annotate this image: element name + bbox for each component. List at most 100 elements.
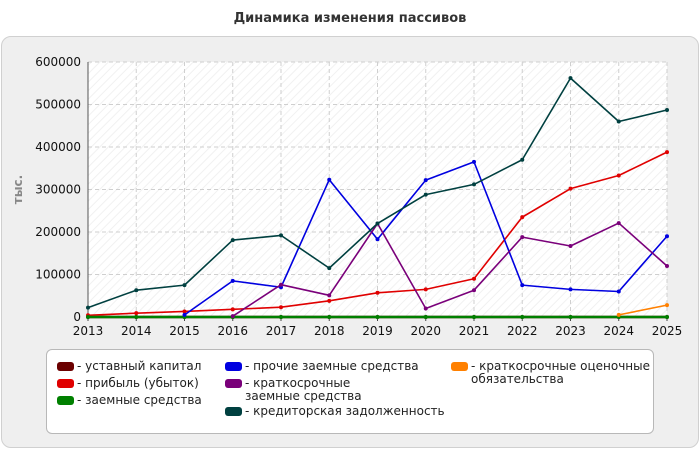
- data-point: [134, 311, 139, 316]
- data-point: [472, 159, 476, 164]
- data-point: [616, 173, 621, 178]
- x-tick-label: 2020: [410, 324, 441, 338]
- data-point: [520, 315, 525, 319]
- legend-label: - прибыль (убыток): [77, 376, 199, 390]
- data-point: [568, 315, 573, 319]
- data-point: [472, 182, 476, 187]
- legend-item-prochie-zaemnye: - прочие заемные средства: [225, 360, 425, 373]
- x-tick-label: 2021: [459, 324, 490, 338]
- legend-item-pribyl: - прибыль (убыток): [57, 377, 217, 390]
- series-line: [618, 304, 668, 316]
- x-tick-label: 2019: [362, 324, 393, 338]
- series-line: [232, 222, 668, 317]
- data-point: [423, 315, 428, 319]
- data-point: [375, 315, 380, 319]
- data-point: [616, 119, 621, 124]
- legend-swatch: [225, 379, 242, 388]
- data-point: [230, 278, 235, 283]
- data-point: [86, 305, 90, 310]
- data-point: [616, 221, 621, 226]
- data-point: [665, 150, 669, 155]
- data-point: [230, 307, 235, 312]
- legend-swatch: [57, 379, 74, 388]
- data-point: [375, 221, 380, 226]
- data-point: [230, 238, 235, 243]
- legend-swatch: [225, 407, 242, 416]
- data-point: [279, 282, 283, 287]
- data-point: [327, 266, 332, 271]
- legend-item-ustavnyy-kapital: - уставный капитал: [57, 360, 217, 373]
- legend-item-zaemnye-sredstva: - заемные средства: [57, 394, 217, 407]
- data-point: [279, 315, 283, 319]
- legend-item-kreditorskaya: - кредиторская задолженность: [225, 405, 455, 418]
- data-point: [665, 315, 669, 319]
- chart-title: Динамика изменения пассивов: [233, 11, 467, 26]
- data-point: [665, 234, 669, 239]
- x-tick-label: 2023: [555, 324, 586, 338]
- data-point: [616, 289, 621, 294]
- data-point: [423, 287, 428, 292]
- legend-label: - заемные средства: [77, 393, 202, 407]
- x-tick-label: 2016: [217, 324, 248, 338]
- legend-label: - прочие заемные средства: [245, 359, 419, 373]
- y-tick-label: 300000: [35, 183, 81, 197]
- legend-label: - краткосрочные заемные средства: [245, 376, 362, 403]
- data-point: [520, 283, 525, 288]
- x-tick-label: 2025: [652, 324, 683, 338]
- x-tick-label: 2014: [121, 324, 152, 338]
- x-tick-label: 2022: [507, 324, 538, 338]
- data-point: [375, 290, 380, 295]
- data-point: [327, 177, 332, 182]
- legend-label: - краткосрочные оценочные обязательства: [471, 359, 650, 386]
- legend-label: - кредиторская задолженность: [245, 404, 445, 418]
- data-point: [568, 186, 573, 191]
- y-tick-label: 200000: [35, 225, 81, 239]
- data-point: [472, 276, 476, 281]
- data-point: [134, 288, 139, 293]
- data-point: [182, 312, 187, 317]
- legend-swatch: [57, 362, 74, 371]
- y-tick-label: 0: [73, 310, 81, 324]
- x-tick-label: 2024: [603, 324, 634, 338]
- data-point: [520, 157, 525, 162]
- legend-swatch: [225, 362, 242, 371]
- data-point: [665, 264, 669, 268]
- y-tick-label: 400000: [35, 140, 81, 154]
- y-axis-label: тыс.: [11, 175, 25, 204]
- data-point: [568, 287, 573, 292]
- y-tick-label: 100000: [35, 268, 81, 282]
- x-tick-label: 2017: [266, 324, 297, 338]
- data-point: [327, 315, 332, 319]
- legend-swatch: [451, 362, 468, 371]
- data-point: [327, 293, 332, 298]
- data-point: [327, 298, 332, 303]
- x-tick-label: 2015: [169, 324, 200, 338]
- data-point: [665, 108, 669, 113]
- data-point: [279, 233, 283, 238]
- data-point: [520, 235, 525, 240]
- data-point: [423, 178, 428, 183]
- data-point: [375, 237, 380, 242]
- x-tick-label: 2013: [73, 324, 104, 338]
- data-point: [230, 314, 235, 319]
- data-point: [86, 315, 90, 319]
- data-point: [616, 312, 621, 317]
- legend-swatch: [57, 396, 74, 405]
- data-point: [134, 315, 139, 319]
- data-point: [182, 283, 187, 288]
- legend: - уставный капитал - прибыль (убыток) - …: [46, 349, 654, 434]
- data-point: [472, 315, 476, 319]
- data-point: [423, 306, 428, 311]
- legend-item-kratkosrochnye-zaemnye: - краткосрочные заемные средства: [225, 377, 405, 403]
- data-point: [665, 303, 669, 308]
- data-point: [472, 288, 476, 293]
- data-point: [423, 192, 428, 197]
- y-tick-label: 600000: [35, 55, 81, 69]
- legend-item-otsenochnye: - краткосрочные оценочные обязательства: [451, 360, 651, 386]
- legend-label: - уставный капитал: [77, 359, 202, 373]
- y-tick-label: 500000: [35, 98, 81, 112]
- x-tick-label: 2018: [314, 324, 345, 338]
- data-point: [568, 244, 573, 249]
- data-point: [520, 215, 525, 220]
